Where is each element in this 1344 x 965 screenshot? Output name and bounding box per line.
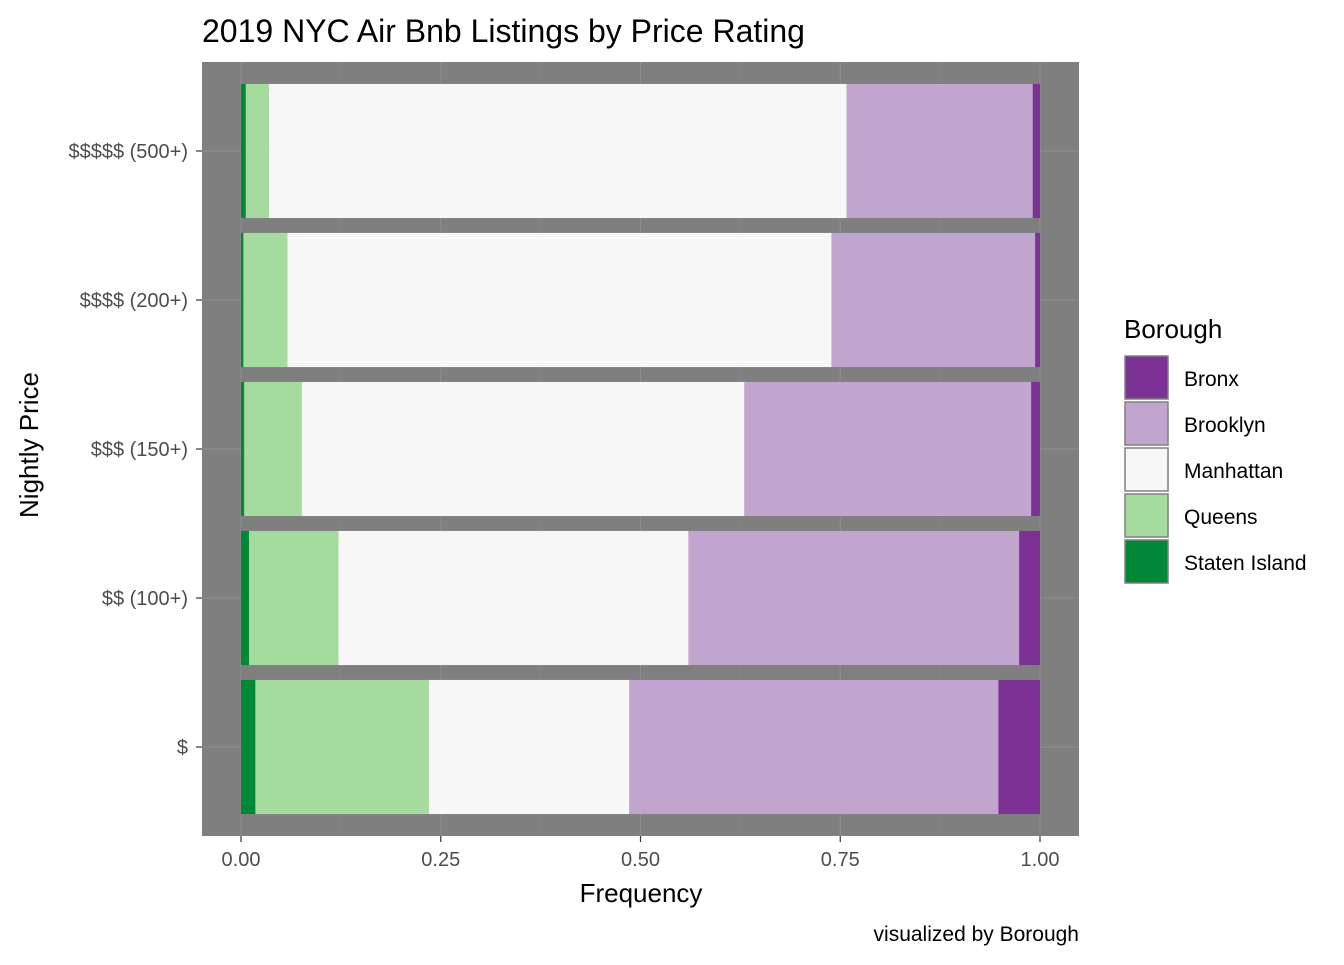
- bar-base-bronx: [998, 679, 1040, 815]
- legend-label-staten-island: Staten Island: [1184, 552, 1307, 575]
- bar-150-staten-island: [241, 381, 245, 517]
- bar-150-manhattan: [301, 381, 745, 517]
- y-axis: $$$$$ (500+) $$$$ (200+) $$$ (150+) $$ (100…: [68, 141, 202, 759]
- bar-200-bronx: [1035, 232, 1040, 368]
- bar-100-staten-island: [241, 530, 249, 666]
- bar-base-queens: [255, 679, 429, 815]
- legend-label-bronx: Bronx: [1184, 368, 1239, 391]
- bar-500-queens: [245, 83, 269, 219]
- bar-100-queens: [248, 530, 339, 666]
- bar-200-queens: [243, 232, 288, 368]
- chart-caption: visualized by Borough: [874, 923, 1079, 946]
- x-tick-label: 0.75: [821, 849, 860, 871]
- bar-base-brooklyn: [629, 679, 999, 815]
- bar-base-manhattan: [428, 679, 630, 815]
- x-tick-label: 0.25: [421, 849, 460, 871]
- y-tick-label: $$$$$ (500+): [68, 141, 188, 163]
- bar-150-bronx: [1031, 381, 1040, 517]
- legend-swatch-brooklyn: [1124, 401, 1169, 446]
- x-axis-label: Frequency: [580, 878, 703, 908]
- bar-200-manhattan: [287, 232, 832, 368]
- legend-label-manhattan: Manhattan: [1184, 460, 1283, 483]
- legend-swatch-queens: [1124, 493, 1169, 538]
- bar-100-bronx: [1019, 530, 1040, 666]
- bar-150-brooklyn: [744, 381, 1032, 517]
- bar-500-bronx: [1032, 83, 1040, 219]
- legend-swatch-staten-island: [1124, 539, 1169, 584]
- y-tick-label: $$ (100+): [102, 588, 188, 610]
- x-tick-label: 0.00: [222, 849, 261, 871]
- x-tick-label: 1.00: [1021, 849, 1060, 871]
- bar-500-brooklyn: [846, 83, 1033, 219]
- bar-200-brooklyn: [831, 232, 1036, 368]
- legend-label-brooklyn: Brooklyn: [1184, 414, 1266, 437]
- bar-500-manhattan: [268, 83, 847, 219]
- y-tick-label: $$$$ (200+): [80, 290, 188, 312]
- legend-label-queens: Queens: [1184, 506, 1258, 529]
- legend-swatch-bronx: [1124, 355, 1169, 400]
- bar-100-manhattan: [338, 530, 689, 666]
- bar-base-staten-island: [241, 679, 256, 815]
- x-axis: 0.00 0.25 0.50 0.75 1.00: [222, 836, 1060, 871]
- bar-100-brooklyn: [688, 530, 1020, 666]
- legend-title: Borough: [1124, 314, 1222, 344]
- bar-500-staten-island: [241, 83, 246, 219]
- legend-swatch-manhattan: [1124, 447, 1169, 492]
- bar-150-queens: [244, 381, 302, 517]
- x-tick-label: 0.50: [621, 849, 660, 871]
- y-tick-label: $$$ (150+): [91, 439, 188, 461]
- y-axis-label: Nightly Price: [14, 372, 44, 518]
- bars: [241, 83, 1040, 815]
- legend: Borough Bronx Brooklyn Manhattan Queens Stat…: [1124, 314, 1307, 584]
- bar-200-staten-island: [241, 232, 244, 368]
- chart-title: 2019 NYC Air Bnb Listings by Price Ratin…: [202, 13, 805, 49]
- y-tick-label: $: [177, 737, 188, 759]
